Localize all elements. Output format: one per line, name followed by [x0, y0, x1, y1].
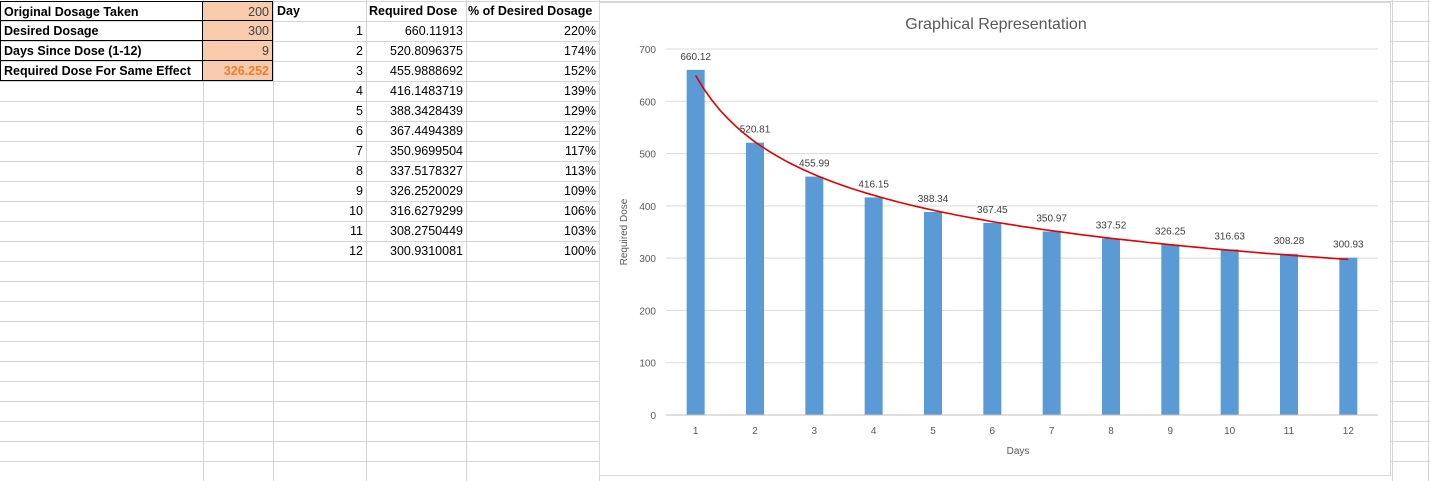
x-tick-label: 2 [752, 426, 758, 437]
x-tick-label: 3 [812, 426, 818, 437]
bar [1339, 257, 1358, 415]
x-tick-label: 12 [1343, 426, 1355, 437]
y-axis-title: Required Dose [619, 198, 630, 265]
data-label: 350.97 [1036, 213, 1067, 224]
bar [686, 69, 705, 416]
required-dose-cell[interactable]: 388.3428439 [390, 104, 463, 118]
bar [864, 197, 883, 415]
y-tick-label: 200 [639, 306, 656, 317]
data-label: 337.52 [1096, 221, 1127, 232]
y-tick-label: 100 [639, 359, 656, 370]
percent-cell[interactable]: 100% [564, 244, 596, 258]
bar [1161, 244, 1180, 415]
x-axis-title: Days [1007, 446, 1030, 457]
percent-cell[interactable]: 174% [564, 44, 596, 58]
bar [805, 176, 824, 415]
y-tick-label: 500 [639, 150, 656, 161]
percent-cell[interactable]: 122% [564, 124, 596, 138]
original-dosage-label: Original Dosage Taken [0, 1, 203, 21]
required-dose-output[interactable]: 326.252 [203, 61, 273, 81]
y-tick-label: 600 [639, 97, 656, 108]
chart-title: Graphical Representation [905, 16, 1086, 33]
day-cell[interactable]: 8 [356, 164, 363, 178]
day-cell[interactable]: 7 [356, 144, 363, 158]
percent-cell[interactable]: 139% [564, 84, 596, 98]
bar [1042, 231, 1061, 415]
day-cell[interactable]: 6 [356, 124, 363, 138]
x-tick-label: 5 [930, 426, 936, 437]
day-cell[interactable]: 10 [349, 204, 363, 218]
required-dose-cell[interactable]: 455.9888692 [390, 64, 463, 78]
required-dose-cell[interactable]: 326.2520029 [390, 184, 463, 198]
day-cell[interactable]: 4 [356, 84, 363, 98]
data-label: 455.99 [799, 159, 830, 170]
data-label: 520.81 [740, 125, 771, 136]
header-required-dose[interactable]: Required Dose [369, 4, 458, 18]
desired-dosage-input[interactable]: 300 [203, 21, 273, 41]
x-tick-label: 4 [871, 426, 877, 437]
day-cell[interactable]: 12 [349, 244, 363, 258]
y-tick-label: 300 [639, 254, 656, 265]
required-dose-cell[interactable]: 520.8096375 [390, 44, 463, 58]
bar [1102, 238, 1120, 415]
data-label: 308.28 [1274, 236, 1305, 247]
data-label: 660.12 [680, 52, 711, 63]
percent-cell[interactable]: 113% [564, 164, 596, 178]
x-tick-label: 9 [1168, 426, 1174, 437]
y-tick-label: 0 [650, 411, 656, 422]
data-label: 300.93 [1333, 240, 1364, 251]
data-label: 416.15 [858, 179, 889, 190]
header-day[interactable]: Day [277, 4, 300, 18]
percent-cell[interactable]: 103% [564, 224, 596, 238]
required-dose-cell[interactable]: 308.2750449 [390, 224, 463, 238]
day-cell[interactable]: 3 [356, 64, 363, 78]
required-dose-cell[interactable]: 300.9310081 [390, 244, 463, 258]
day-cell[interactable]: 11 [350, 224, 363, 238]
percent-cell[interactable]: 117% [564, 144, 596, 158]
bar [746, 142, 764, 415]
trendline [695, 75, 1349, 261]
x-tick-label: 6 [990, 426, 996, 437]
x-tick-label: 10 [1224, 426, 1236, 437]
bar [983, 222, 1002, 415]
day-cell[interactable]: 9 [356, 184, 363, 198]
bar-chart: Graphical Representation 0 100 200 300 400 500… [619, 16, 1378, 457]
data-label: 316.63 [1214, 231, 1245, 242]
header-percent-desired[interactable]: % of Desired Dosage [468, 4, 593, 18]
days-since-dose-label: Days Since Dose (1-12) [0, 41, 203, 61]
day-cell[interactable]: 2 [356, 44, 363, 58]
percent-cell[interactable]: 220% [564, 24, 596, 38]
x-tick-label: 11 [1284, 426, 1295, 437]
chart-area[interactable]: Graphical Representation 0 100 200 300 400 500… [599, 2, 1391, 476]
bar [924, 211, 942, 415]
percent-cell[interactable]: 129% [564, 104, 596, 118]
original-dosage-input[interactable]: 200 [203, 1, 273, 21]
x-tick-label: 8 [1108, 426, 1114, 437]
data-label: 367.45 [977, 205, 1008, 216]
y-tick-label: 700 [639, 45, 656, 56]
required-dose-label: Required Dose For Same Effect [0, 61, 203, 81]
data-label: 388.34 [918, 194, 949, 205]
day-cell[interactable]: 5 [356, 104, 363, 118]
bar [1220, 249, 1239, 415]
percent-cell[interactable]: 106% [564, 204, 596, 218]
required-dose-cell[interactable]: 337.5178327 [390, 164, 463, 178]
data-label: 326.25 [1155, 226, 1186, 237]
required-dose-cell[interactable]: 367.4494389 [390, 124, 463, 138]
percent-cell[interactable]: 152% [564, 64, 596, 78]
x-tick-label: 7 [1049, 426, 1055, 437]
required-dose-cell[interactable]: 660.11913 [404, 24, 463, 38]
x-tick-label: 1 [693, 426, 699, 437]
desired-dosage-label: Desired Dosage [0, 21, 203, 41]
y-tick-label: 400 [639, 202, 656, 213]
bar [1280, 253, 1298, 415]
required-dose-cell[interactable]: 316.6279299 [390, 204, 463, 218]
required-dose-cell[interactable]: 350.9699504 [390, 144, 463, 158]
percent-cell[interactable]: 109% [564, 184, 596, 198]
days-since-dose-input[interactable]: 9 [203, 41, 273, 61]
day-cell[interactable]: 1 [356, 24, 363, 38]
required-dose-cell[interactable]: 416.1483719 [390, 84, 463, 98]
